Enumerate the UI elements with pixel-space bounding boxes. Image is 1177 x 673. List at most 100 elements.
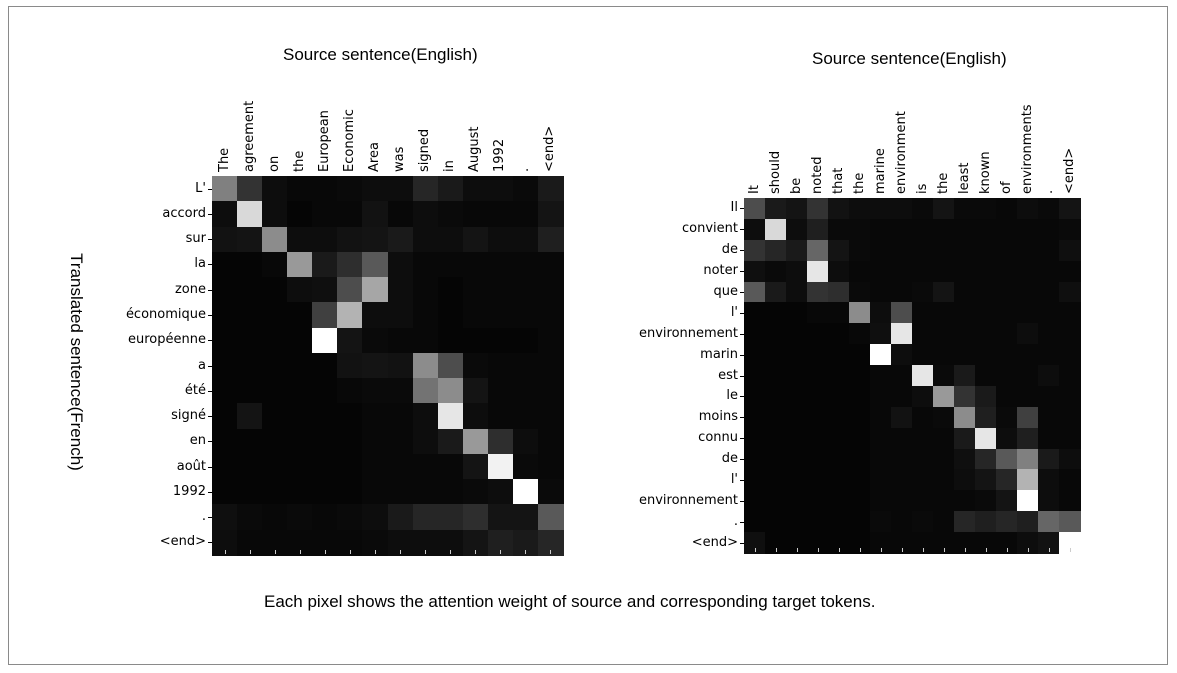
y-tick-mark	[740, 354, 744, 356]
heatmap-cell	[849, 302, 871, 324]
heatmap-cell	[975, 239, 997, 262]
heatmap-cell	[807, 260, 829, 283]
heatmap-cell	[237, 176, 263, 202]
heatmap-cell	[462, 428, 489, 455]
heatmap-cell	[744, 385, 766, 408]
heatmap-cell	[765, 385, 787, 408]
heatmap-cell	[362, 201, 389, 228]
heatmap-cell	[828, 469, 850, 491]
heatmap-cell	[807, 448, 829, 471]
y-tick-mark	[740, 500, 744, 502]
right-chart-title: Source sentence(English)	[812, 49, 1007, 68]
heatmap-cell	[312, 453, 338, 480]
x-tick-mark	[754, 548, 756, 552]
heatmap-cell	[975, 385, 997, 408]
heatmap-cell	[870, 448, 892, 471]
heatmap-cell	[828, 448, 850, 471]
x-tick-label: signed	[417, 128, 433, 172]
x-tick-label: least	[956, 162, 972, 194]
heatmap-cell	[262, 302, 288, 329]
heatmap-cell	[1038, 385, 1060, 408]
heatmap-cell	[212, 277, 238, 303]
y-tick-mark	[208, 340, 212, 342]
heatmap-cell	[912, 469, 934, 491]
heatmap-cell	[933, 323, 955, 345]
heatmap-cell	[287, 352, 313, 379]
heatmap-cell	[387, 352, 414, 379]
heatmap-cell	[954, 323, 976, 345]
heatmap-cell	[828, 281, 850, 303]
x-tick-label: <end>	[542, 125, 558, 172]
heatmap-cell	[312, 403, 338, 430]
heatmap-cell	[462, 277, 489, 303]
y-tick-label: que	[713, 283, 739, 299]
heatmap-cell	[387, 176, 414, 202]
heatmap-cell	[487, 201, 514, 228]
heatmap-cell	[437, 251, 464, 278]
heatmap-cell	[337, 378, 363, 404]
heatmap-cell	[312, 327, 338, 354]
heatmap-cell	[786, 469, 808, 491]
heatmap-cell	[537, 504, 564, 531]
heatmap-cell	[744, 427, 766, 450]
heatmap-cell	[891, 469, 913, 491]
y-tick-mark	[208, 416, 212, 418]
heatmap-cell	[1017, 218, 1039, 241]
y-tick-mark	[208, 289, 212, 291]
heatmap-cell	[933, 448, 955, 471]
heatmap-cell	[337, 504, 363, 531]
heatmap-cell	[512, 479, 539, 506]
heatmap-cell	[786, 302, 808, 324]
x-tick-label: The	[216, 147, 232, 172]
heatmap-cell	[933, 511, 955, 533]
heatmap-cell	[462, 378, 489, 404]
y-tick-label: <end>	[691, 534, 738, 550]
y-tick-label: est	[718, 367, 738, 383]
heatmap-cell	[933, 532, 955, 554]
heatmap-cell	[212, 352, 238, 379]
heatmap-cell	[786, 239, 808, 262]
heatmap-cell	[954, 448, 976, 471]
heatmap-cell	[312, 201, 338, 228]
heatmap-cell	[828, 490, 850, 512]
x-tick-label: August	[467, 126, 483, 173]
heatmap-cell	[537, 226, 564, 253]
heatmap-cell	[312, 378, 338, 404]
heatmap-cell	[312, 479, 338, 506]
heatmap-cell	[996, 302, 1018, 324]
heatmap-cell	[744, 532, 766, 554]
heatmap-cell	[786, 406, 808, 429]
x-tick-label: on	[266, 155, 282, 172]
x-tick-label: marine	[872, 148, 888, 194]
heatmap-cell	[487, 403, 514, 430]
heatmap-cell	[828, 406, 850, 429]
heatmap-cell	[212, 251, 238, 278]
heatmap-cell	[262, 277, 288, 303]
heatmap-cell	[1017, 198, 1039, 220]
heatmap-cell	[462, 201, 489, 228]
heatmap-cell	[262, 352, 288, 379]
heatmap-cell	[1059, 218, 1081, 241]
heatmap-cell	[870, 198, 892, 220]
heatmap-cell	[262, 201, 288, 228]
heatmap-cell	[786, 365, 808, 387]
heatmap-cell	[387, 201, 414, 228]
heatmap-cell	[512, 226, 539, 253]
heatmap-cell	[437, 277, 464, 303]
heatmap-cell	[807, 365, 829, 387]
x-tick-label: that	[830, 167, 846, 194]
heatmap-cell	[312, 277, 338, 303]
heatmap-cell	[412, 327, 439, 354]
y-tick-mark	[740, 375, 744, 377]
heatmap-cell	[337, 226, 363, 253]
heatmap-cell	[1059, 239, 1081, 262]
heatmap-cell	[1059, 281, 1081, 303]
x-tick-label: European	[316, 110, 332, 172]
heatmap-cell	[312, 428, 338, 455]
heatmap-cell	[870, 260, 892, 283]
heatmap-cell	[807, 511, 829, 533]
x-tick-mark	[249, 550, 251, 554]
heatmap-cell	[412, 403, 439, 430]
heatmap-cell	[870, 302, 892, 324]
x-tick-label: in	[442, 160, 458, 172]
